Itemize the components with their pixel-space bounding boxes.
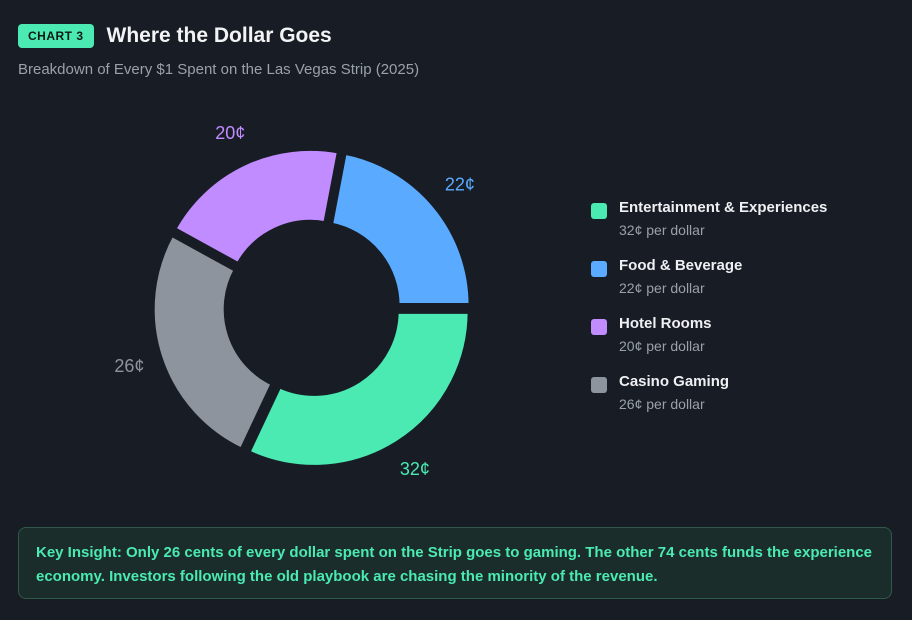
legend-value: 22¢ per dollar [619,280,705,296]
legend-label: Casino Gaming [619,373,730,390]
slice-value-label: 20¢ [215,123,245,143]
donut-slice-entertainment-experiences [244,308,473,470]
legend-value: 32¢ per dollar [619,222,705,238]
key-insight-box: Key Insight: Only 26 cents of every doll… [18,527,892,599]
legend-swatch [591,377,607,393]
legend-label: Entertainment & Experiences [619,199,828,216]
legend-label: Food & Beverage [619,257,743,274]
key-insight-text: Key Insight: Only 26 cents of every doll… [36,544,873,585]
chart-legend: Entertainment & Experiences 32¢ per dolla… [591,198,827,430]
legend-swatch [591,261,607,277]
legend-swatch [591,319,607,335]
slice-value-label: 26¢ [114,356,144,376]
legend-value: 26¢ per dollar [619,396,705,412]
legend-item: Hotel Rooms 20¢ per dollar [591,314,827,356]
chart-number-badge: CHART 3 [18,24,94,48]
legend-item: Entertainment & Experiences 32¢ per dolla… [591,198,827,240]
donut-slice-hotel-rooms [170,145,343,269]
donut-chart: 32¢ 26¢ 20¢ 22¢ [114,123,475,479]
slice-value-label: 22¢ [445,174,475,194]
chart-title: Where the Dollar Goes [106,24,332,47]
legend-item: Food & Beverage 22¢ per dollar [591,256,827,298]
donut-slice-food-beverage [327,149,474,308]
legend-value: 20¢ per dollar [619,338,705,354]
chart-header: CHART 3 Where the Dollar Goes [18,24,332,48]
legend-swatch [591,203,607,219]
donut-slice-casino-gaming [149,230,277,454]
legend-label: Hotel Rooms [619,315,712,332]
slice-value-label: 32¢ [400,459,430,479]
legend-item: Casino Gaming 26¢ per dollar [591,372,827,414]
chart-subtitle: Breakdown of Every $1 Spent on the Las V… [18,61,420,78]
